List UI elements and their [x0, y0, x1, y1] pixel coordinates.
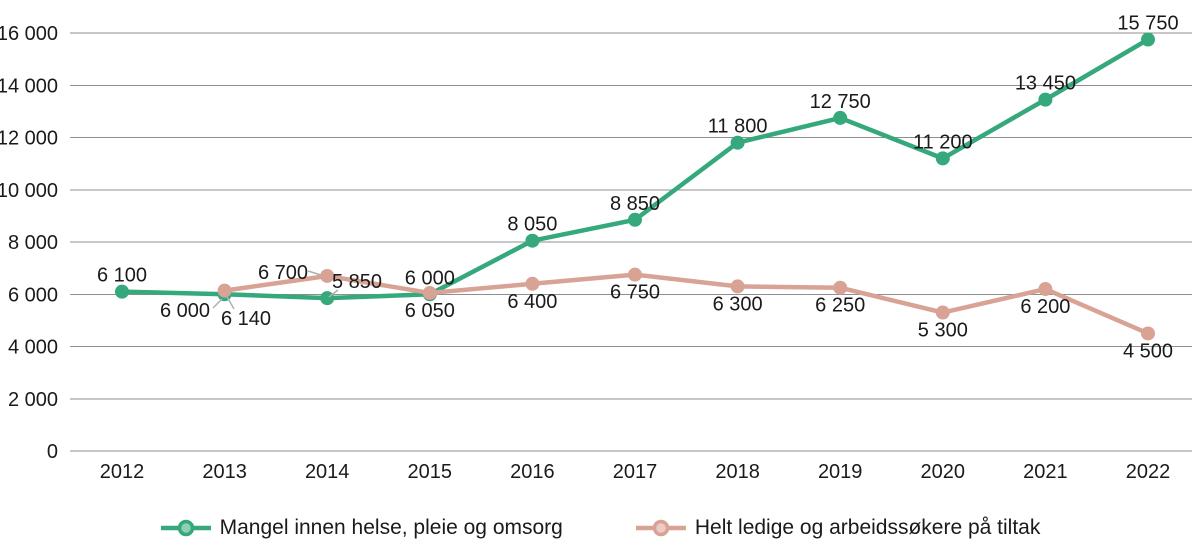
y-tick-label: 14 000 [0, 75, 58, 97]
data-point-mangel [525, 233, 540, 248]
legend-line-marker-green-icon [160, 519, 211, 537]
data-label-mangel: 8 850 [610, 193, 660, 215]
legend-label-mangel: Mangel innen helse, pleie og omsorg [219, 516, 563, 539]
data-point-ledige [217, 283, 232, 298]
label-leader-line [307, 270, 322, 276]
data-point-ledige [628, 267, 642, 282]
data-label-mangel: 6 100 [97, 265, 147, 287]
data-label-ledige: 6 200 [1020, 296, 1070, 318]
data-label-mangel: 11 200 [913, 131, 973, 153]
data-label-ledige: 6 750 [610, 282, 660, 304]
data-point-ledige [320, 268, 335, 283]
data-label-ledige: 6 700 [258, 262, 308, 284]
y-tick-label: 0 [47, 441, 58, 463]
data-label-mangel: 6 000 [160, 300, 210, 322]
x-tick-label: 2020 [921, 461, 966, 483]
data-point-mangel [320, 291, 335, 306]
x-tick-label: 2016 [510, 461, 555, 483]
x-tick-label: 2019 [818, 461, 863, 483]
data-label-ledige: 6 400 [507, 291, 557, 313]
data-point-ledige [833, 280, 848, 295]
chart-legend: Mangel innen helse, pleie og omsorg Helt… [0, 500, 1200, 556]
data-label-mangel: 6 000 [405, 267, 455, 289]
series-line-ledige [222, 272, 1151, 336]
y-tick-label: 4 000 [8, 337, 58, 359]
data-point-mangel [115, 284, 129, 299]
data-label-ledige: 6 140 [221, 308, 271, 330]
data-label-mangel: 13 450 [1015, 73, 1076, 95]
y-tick-label: 12 000 [0, 128, 58, 150]
data-label-mangel: 8 050 [507, 214, 557, 236]
data-point-mangel [1038, 92, 1053, 107]
y-tick-label: 8 000 [8, 232, 58, 254]
data-point-ledige [1038, 282, 1053, 297]
legend-item-ledige: Helt ledige og arbeidssøkere på tiltak [635, 516, 1041, 540]
data-point-ledige [525, 276, 540, 291]
data-label-mangel: 5 850 [332, 271, 382, 293]
y-tick-label: 16 000 [0, 23, 58, 45]
data-point-mangel [628, 212, 642, 227]
data-point-mangel [730, 135, 745, 150]
data-label-mangel: 11 800 [708, 116, 768, 138]
data-point-ledige [1141, 326, 1155, 341]
data-label-ledige: 4 500 [1123, 340, 1173, 362]
data-point-ledige [422, 285, 437, 300]
data-point-mangel [935, 151, 950, 166]
series-line-mangel [119, 37, 1151, 301]
x-tick-label: 2021 [1023, 461, 1068, 483]
legend-item-mangel: Mangel innen helse, pleie og omsorg [160, 516, 563, 540]
x-tick-label: 2012 [100, 461, 145, 483]
data-point-mangel [833, 110, 848, 125]
x-tick-label: 2014 [305, 461, 350, 483]
data-point-ledige [935, 305, 950, 320]
x-tick-label: 2018 [715, 461, 760, 483]
data-label-ledige: 5 300 [918, 320, 968, 342]
label-leader-line [225, 294, 235, 310]
chart-plot-area: 0 2 000 4 000 6 000 8 000 10 000 12 000 14 000 1… [0, 13, 1192, 483]
data-label-mangel: 12 750 [810, 91, 871, 113]
x-tick-label: 2017 [613, 461, 658, 483]
x-tick-label: 2015 [408, 461, 453, 483]
x-tick-label: 2013 [202, 461, 247, 483]
label-leader-line [328, 289, 339, 298]
legend-line-marker-pink-icon [635, 519, 686, 537]
data-label-ledige: 6 050 [405, 300, 455, 322]
data-label-ledige: 6 250 [815, 295, 865, 317]
y-tick-label: 10 000 [0, 180, 58, 202]
x-tick-label: 2022 [1126, 461, 1171, 483]
data-label-mangel: 15 750 [1117, 13, 1178, 35]
label-leader-line [212, 298, 223, 309]
y-tick-label: 6 000 [8, 284, 58, 306]
data-point-ledige [730, 279, 745, 294]
legend-label-ledige: Helt ledige og arbeidssøkere på tiltak [694, 516, 1041, 539]
data-point-mangel [1141, 32, 1155, 47]
y-tick-label: 2 000 [8, 389, 58, 411]
data-label-ledige: 6 300 [713, 293, 763, 315]
